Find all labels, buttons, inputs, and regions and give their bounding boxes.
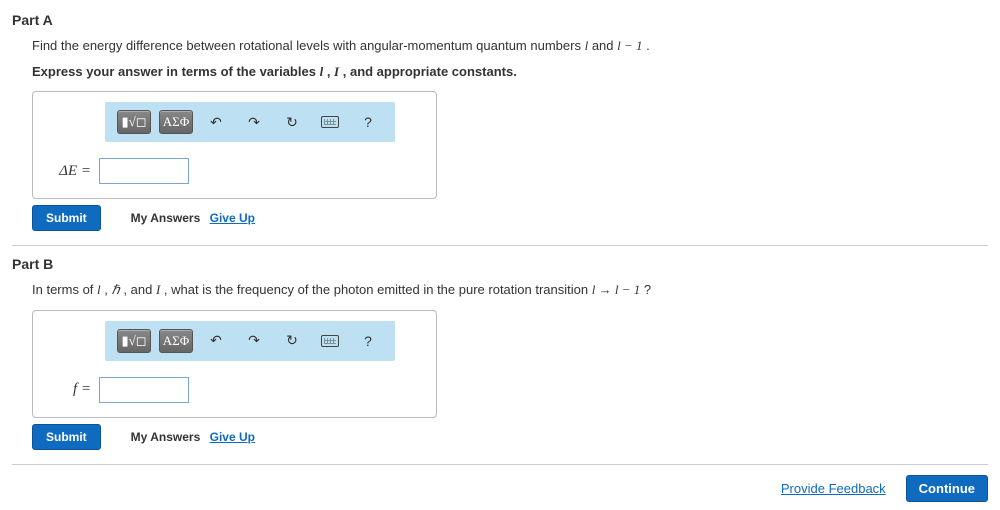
text: ,: [327, 64, 334, 79]
f-label: f =: [47, 381, 91, 398]
keyboard-button[interactable]: [315, 329, 345, 353]
var-l: l: [320, 64, 324, 79]
answer-links: My Answers Give Up: [131, 430, 255, 444]
text: ?: [644, 282, 651, 297]
part-a-header: Part A: [12, 12, 988, 28]
part-b-actions: Submit My Answers Give Up: [32, 424, 988, 450]
part-b-answer-box: ▮√◻ ΑΣΦ ↶ ↷ ↻ ? f =: [32, 310, 437, 418]
submit-button[interactable]: Submit: [32, 205, 101, 231]
text: , what is the frequency of the photon em…: [164, 282, 592, 297]
text: , and appropriate constants.: [343, 64, 517, 79]
var-l: l: [97, 282, 101, 297]
delta-e-input[interactable]: [99, 158, 189, 184]
text: In terms of: [32, 282, 97, 297]
delta-e-label: ΔE =: [47, 163, 91, 180]
give-up-link[interactable]: Give Up: [210, 430, 255, 444]
template-icon: ▮: [121, 333, 128, 349]
templates-button[interactable]: ▮√◻: [117, 329, 151, 353]
help-button[interactable]: ?: [353, 110, 383, 134]
continue-button[interactable]: Continue: [906, 475, 988, 502]
part-b-header: Part B: [12, 245, 988, 272]
answer-links: My Answers Give Up: [131, 211, 255, 225]
redo-button[interactable]: ↷: [239, 329, 269, 353]
text: and: [592, 38, 617, 53]
equation-toolbar: ▮√◻ ΑΣΦ ↶ ↷ ↻ ?: [105, 102, 395, 142]
part-b-prompt: In terms of l , ℏ , and I , what is the …: [32, 280, 988, 300]
part-a-instruction: Express your answer in terms of the vari…: [32, 62, 988, 82]
var-l: l: [585, 38, 589, 53]
equation-toolbar: ▮√◻ ΑΣΦ ↶ ↷ ↻ ?: [105, 321, 395, 361]
provide-feedback-link[interactable]: Provide Feedback: [781, 481, 886, 496]
my-answers-link[interactable]: My Answers: [131, 211, 201, 225]
undo-button[interactable]: ↶: [201, 110, 231, 134]
transition: l → l − 1: [592, 282, 641, 297]
var-hbar: ℏ: [112, 282, 120, 297]
keyboard-icon: [321, 335, 339, 347]
var-I: I: [334, 64, 339, 79]
help-button[interactable]: ?: [353, 329, 383, 353]
greek-button[interactable]: ΑΣΦ: [159, 110, 193, 134]
text: ,: [104, 282, 108, 297]
part-a-actions: Submit My Answers Give Up: [32, 205, 988, 231]
text: Express your answer in terms of the vari…: [32, 64, 320, 79]
f-input[interactable]: [99, 377, 189, 403]
root-icon: √◻: [129, 114, 147, 130]
equation-row: f =: [33, 365, 436, 417]
text: , and: [123, 282, 156, 297]
reset-button[interactable]: ↻: [277, 110, 307, 134]
give-up-link[interactable]: Give Up: [210, 211, 255, 225]
submit-button[interactable]: Submit: [32, 424, 101, 450]
page-footer: Provide Feedback Continue: [12, 464, 988, 502]
var-I: I: [156, 282, 160, 297]
redo-button[interactable]: ↷: [239, 110, 269, 134]
text: Find the energy difference between rotat…: [32, 38, 585, 53]
keyboard-icon: [321, 116, 339, 128]
my-answers-link[interactable]: My Answers: [131, 430, 201, 444]
undo-button[interactable]: ↶: [201, 329, 231, 353]
reset-button[interactable]: ↻: [277, 329, 307, 353]
part-a-prompt: Find the energy difference between rotat…: [32, 36, 988, 56]
greek-button[interactable]: ΑΣΦ: [159, 329, 193, 353]
template-icon: ▮: [121, 114, 128, 130]
equation-row: ΔE =: [33, 146, 436, 198]
text: .: [646, 38, 650, 53]
part-a-answer-box: ▮√◻ ΑΣΦ ↶ ↷ ↻ ? ΔE =: [32, 91, 437, 199]
keyboard-button[interactable]: [315, 110, 345, 134]
root-icon: √◻: [129, 333, 147, 349]
var-l-minus-1: l − 1: [617, 38, 642, 53]
templates-button[interactable]: ▮√◻: [117, 110, 151, 134]
